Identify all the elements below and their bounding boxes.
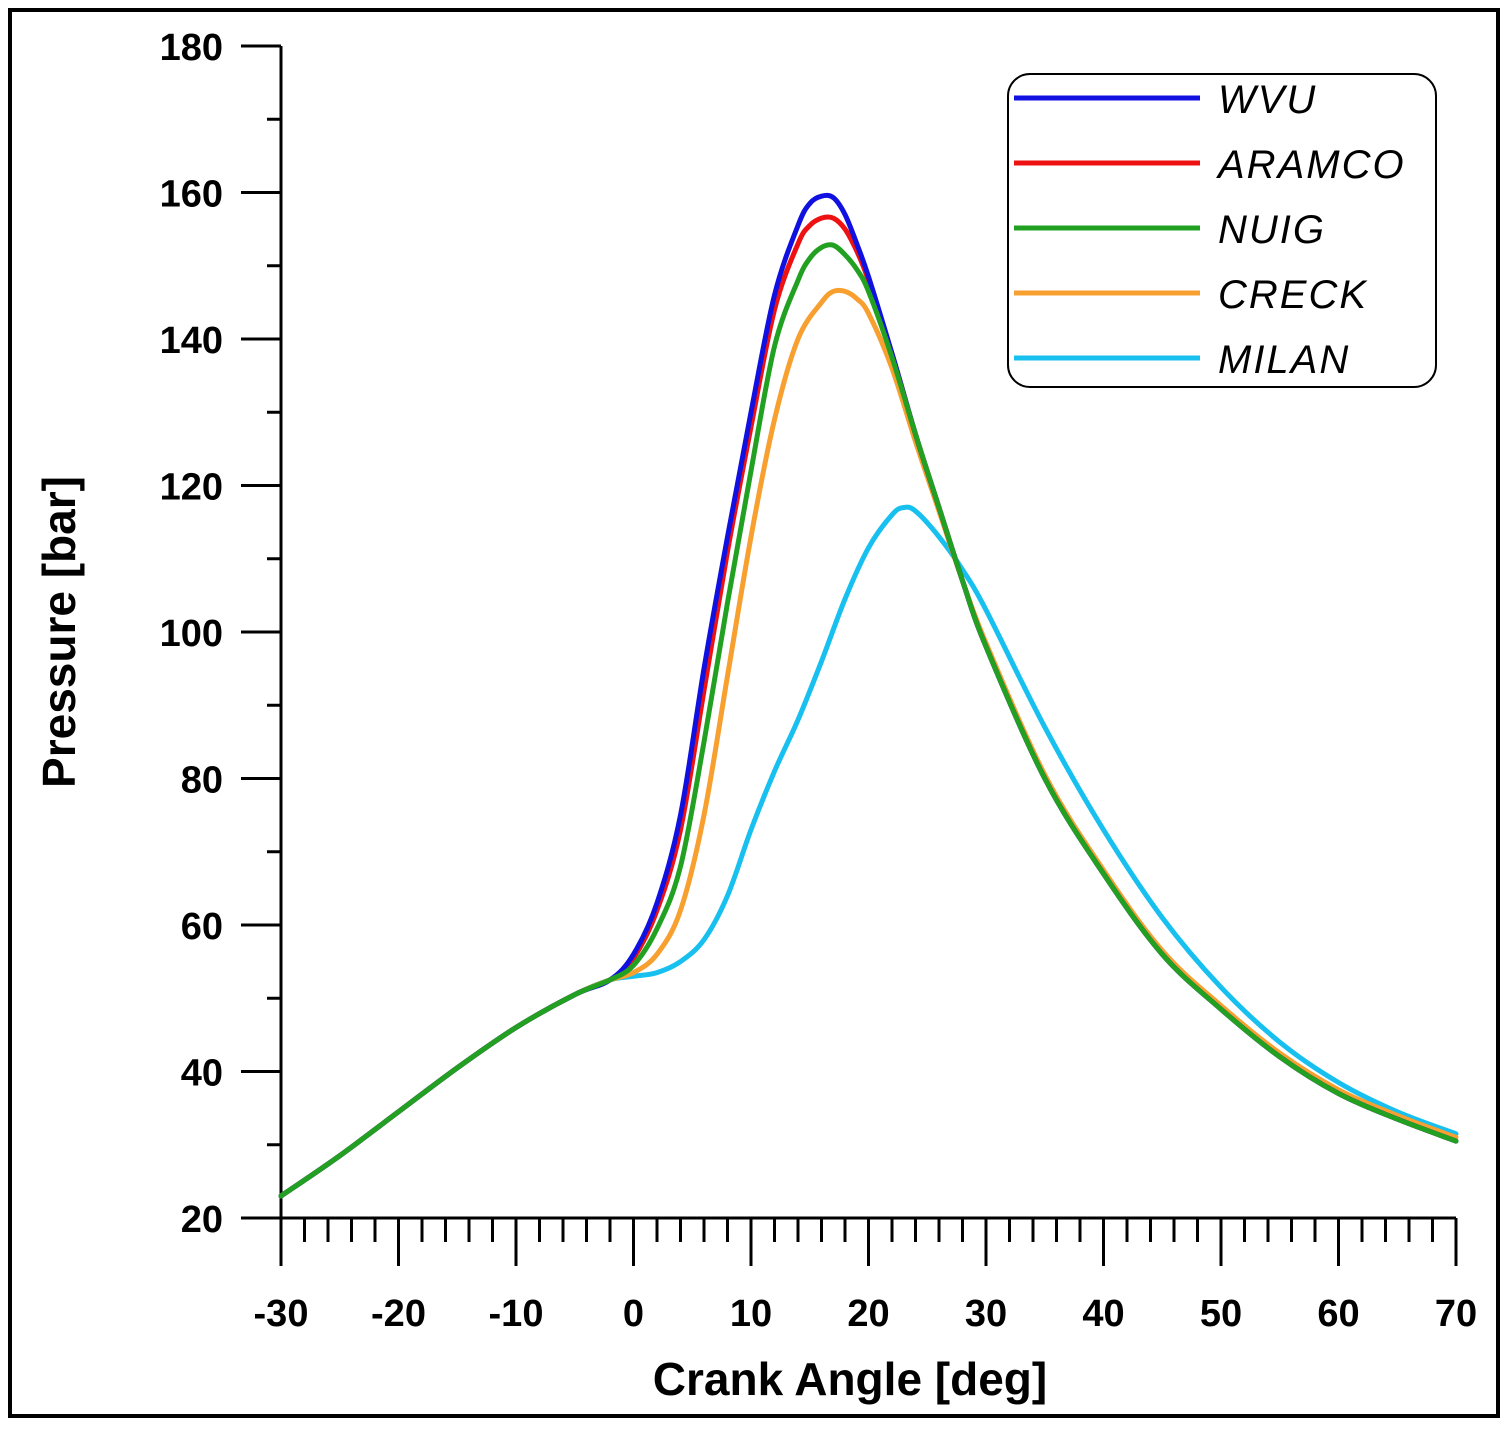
axes: 20 40 60 80 100 120 140 160 180 -30 -20 -10 0 10 20 30 4… [160,27,1478,1335]
y-tick-label: 60 [181,906,223,948]
x-tick-label: -10 [489,1293,544,1335]
x-tick-label: -20 [371,1293,426,1335]
y-axis-title: Pressure [bar] [33,476,85,788]
x-tick-label: 40 [1082,1293,1124,1335]
series-line-nuig [278,242,1459,1199]
x-tick-label: 0 [623,1293,644,1335]
legend-label-aramco: ARAMCO [1216,143,1406,187]
legend-label-nuig: NUIG [1218,208,1326,252]
x-tick-label: 20 [847,1293,889,1335]
legend-label-creck: CRECK [1218,273,1368,317]
y-tick-label: 140 [160,320,223,362]
y-tick-label: 160 [160,174,223,216]
legend-box [1007,73,1437,388]
y-tick-label: 80 [181,760,223,802]
legend-label-milan: MILAN [1218,338,1350,382]
y-tick-label: 180 [160,27,223,69]
x-tick-label: -30 [254,1293,309,1335]
y-tick-label: 40 [181,1053,223,1095]
x-tick-label: 70 [1435,1293,1477,1335]
x-tick-label: 60 [1317,1293,1359,1335]
y-tick-label: 120 [160,467,223,509]
x-tick-label: 10 [730,1293,772,1335]
legend-label-wvu: WVU [1218,78,1317,122]
y-tick-label: 100 [160,613,223,655]
x-tick-label: 30 [965,1293,1007,1335]
x-axis-title: Crank Angle [deg] [653,1353,1047,1405]
y-tick-label: 20 [181,1199,223,1241]
legend: WVU ARAMCO NUIG CRECK MILAN [1007,73,1437,388]
series-lines [278,192,1459,1199]
x-tick-label: 50 [1200,1293,1242,1335]
